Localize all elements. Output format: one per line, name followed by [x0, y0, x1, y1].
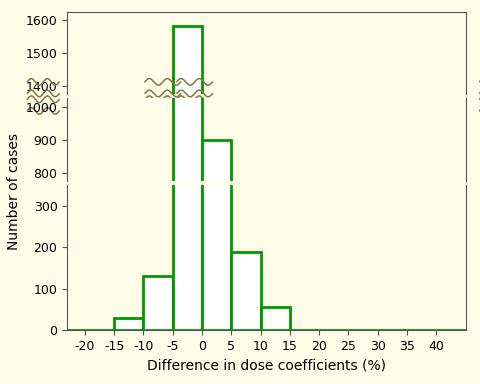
Bar: [202, 140, 231, 384]
Bar: [173, 0, 202, 330]
Bar: [202, 0, 231, 330]
Bar: [231, 252, 261, 330]
Bar: [173, 26, 202, 384]
Bar: [173, 0, 202, 384]
Bar: [144, 276, 173, 330]
Bar: [202, 252, 231, 384]
Bar: [261, 308, 290, 330]
Bar: [231, 375, 261, 384]
X-axis label: Difference in dose coefficients (%): Difference in dose coefficients (%): [147, 359, 386, 372]
Text: Number of cases: Number of cases: [7, 134, 22, 250]
Bar: [114, 318, 144, 330]
